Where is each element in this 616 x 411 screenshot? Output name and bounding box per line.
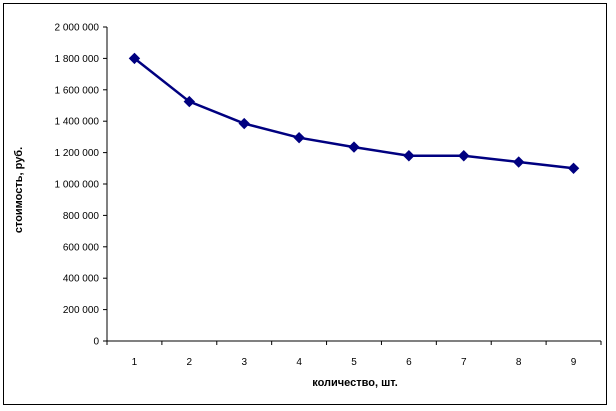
x-tick-label: 3 [241,357,247,368]
y-tick-label: 1 200 000 [55,148,100,159]
y-tick-label: 1 600 000 [55,85,100,96]
data-point-marker [348,141,360,153]
data-point-marker [567,162,580,175]
x-tick-label: 6 [406,357,412,368]
y-tick-label: 0 [93,337,99,348]
y-tick-label: 1 000 000 [55,180,100,191]
y-tick-label: 200 000 [63,305,100,316]
x-tick-label: 2 [187,357,193,368]
x-tick-label: 4 [296,357,302,368]
y-tick-label: 600 000 [63,242,100,253]
data-point-marker [183,95,196,108]
data-point-marker [293,131,305,144]
x-axis-title: количество, шт. [312,377,398,389]
y-tick-label: 400 000 [63,274,100,285]
x-tick-label: 9 [571,357,577,368]
data-point-marker [512,156,525,168]
x-tick-label: 8 [516,357,522,368]
y-tick-label: 2 000 000 [55,23,100,34]
series-layer [128,52,580,175]
x-tick-label: 5 [351,357,357,368]
data-point-marker [458,150,470,162]
y-axis-title: стоимость, руб. [13,147,25,233]
data-point-marker [128,52,141,65]
x-tick-label: 7 [461,357,467,368]
y-axis-ticks: 0 200 000 400 000 600 000 800 000 1 000 000 1 … [55,23,107,348]
x-axis-ticks: 1 2 3 4 5 6 7 8 9 [106,341,602,368]
data-point-marker [403,150,415,162]
chart-frame [3,3,607,405]
y-tick-label: 800 000 [63,211,100,222]
plot-area: 0 200 000 400 000 600 000 800 000 1 000 000 1 … [55,23,602,368]
x-tick-label: 1 [132,357,138,368]
y-tick-label: 1 400 000 [55,117,100,128]
y-tick-label: 1 800 000 [55,54,100,65]
data-point-marker [238,117,250,130]
